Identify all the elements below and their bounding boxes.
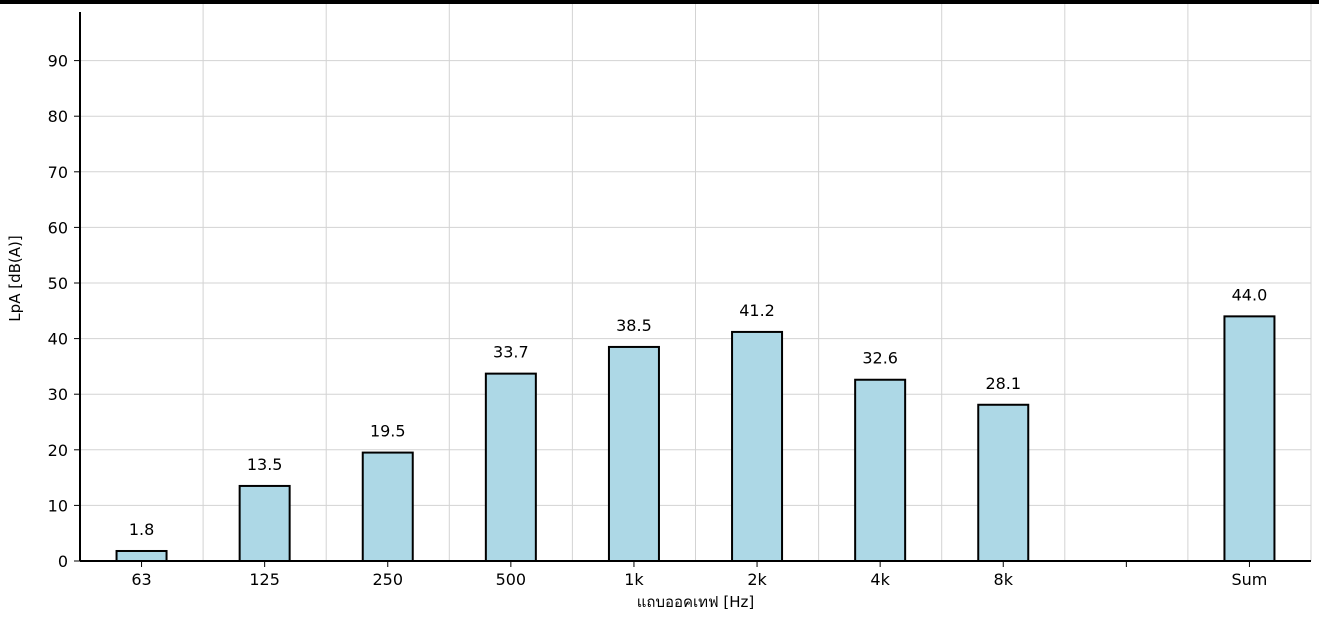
x-tick-label: 1k <box>624 570 644 589</box>
bar-value-label: 44.0 <box>1232 285 1268 304</box>
y-tick-label: 90 <box>48 52 68 71</box>
y-tick-label: 0 <box>58 552 68 571</box>
x-tick-label: 2k <box>747 570 767 589</box>
x-tick-label: 500 <box>496 570 527 589</box>
bar-value-label: 32.6 <box>862 349 898 368</box>
bar-value-label: 38.5 <box>616 316 652 335</box>
grid <box>80 4 1312 561</box>
x-tick-label: 8k <box>994 570 1014 589</box>
x-axis-title: แถบออคเทฟ [Hz] <box>637 593 755 611</box>
bar <box>238 484 291 562</box>
y-tick-label: 30 <box>48 385 68 404</box>
bar-value-label: 33.7 <box>493 343 529 362</box>
y-tick-label: 50 <box>48 274 68 293</box>
bar <box>731 330 784 563</box>
bar-value-label: 41.2 <box>739 301 775 320</box>
bar <box>607 345 660 562</box>
bar-value-label: 13.5 <box>247 455 283 474</box>
y-tick-label: 70 <box>48 163 68 182</box>
bar <box>1223 315 1276 562</box>
bar <box>977 403 1030 562</box>
axes: 0 10 20 30 40 50 60 70 80 90 63 125 250 500 1k 2k 4k 8k Su… <box>48 12 1311 589</box>
x-tick-label: 4k <box>870 570 890 589</box>
bar-value-label: 28.1 <box>985 374 1021 393</box>
x-tick-label: Sum <box>1232 570 1268 589</box>
bar <box>115 549 168 563</box>
data-labels: 1.8 13.5 19.5 33.7 38.5 41.2 32.6 28.1 44.0 <box>129 285 1267 539</box>
bar <box>854 378 907 562</box>
bar-chart: 1.8 13.5 19.5 33.7 38.5 41.2 32.6 28.1 44.0 0 10 2… <box>6 4 1312 611</box>
y-tick-label: 60 <box>48 218 68 237</box>
y-tick-label: 80 <box>48 107 68 126</box>
x-tick-label: 250 <box>372 570 403 589</box>
bar-value-label: 1.8 <box>129 520 154 539</box>
y-tick-label: 40 <box>48 330 68 349</box>
bar <box>361 451 414 562</box>
x-tick-label: 63 <box>131 570 151 589</box>
y-tick-label: 20 <box>48 441 68 460</box>
y-tick-label: 10 <box>48 496 68 515</box>
bar-value-label: 19.5 <box>370 422 406 441</box>
bar <box>484 372 537 562</box>
x-tick-label: 125 <box>249 570 280 589</box>
y-axis-title: LpA [dB(A)] <box>6 235 24 321</box>
